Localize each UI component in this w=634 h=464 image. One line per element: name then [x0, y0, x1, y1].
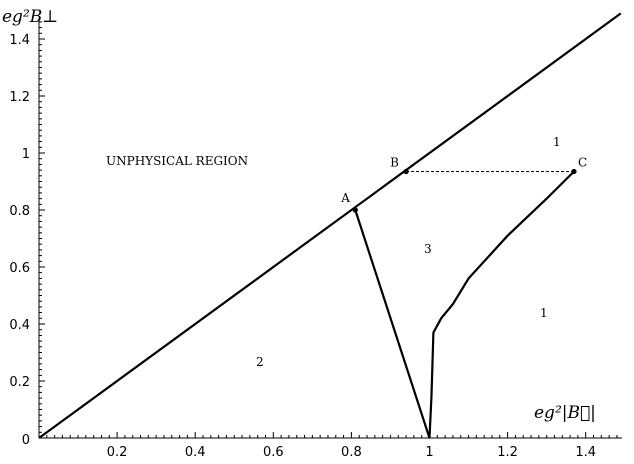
unphysical-region-label: UNPHYSICAL REGION — [106, 154, 248, 168]
minor-ticks — [39, 21, 618, 438]
region-3-label: 3 — [424, 242, 432, 256]
x-tick-label: 0.2 — [107, 445, 128, 460]
point-a-label: A — [340, 191, 350, 205]
point-c-label: C — [578, 156, 587, 170]
point-b-marker — [403, 168, 409, 175]
x-tick-label: 1.4 — [575, 445, 596, 460]
y-tick-label: 0.4 — [9, 318, 30, 333]
x-tick-labels: 0.2 0.4 0.6 0.8 1 1.2 1.4 — [107, 445, 596, 460]
point-a-marker — [352, 207, 358, 213]
y-tick-label: 1.2 — [9, 90, 30, 105]
region-1-right-label: 1 — [540, 306, 548, 320]
y-tick-label: 1 — [22, 147, 30, 162]
y-tick-labels: 0.2 0.4 0.6 0.8 1 1.2 1.4 — [9, 33, 30, 390]
point-c-marker — [571, 168, 577, 175]
y-tick-label: 1.4 — [9, 33, 30, 48]
x-axis-label: eg²|B⃗| — [534, 403, 596, 423]
point-b-label: B — [390, 156, 399, 170]
diagonal-boundary-line — [38, 12, 622, 439]
curved-boundary-line — [428, 170, 575, 439]
y-tick-label: 0.8 — [9, 204, 30, 219]
x-tick-label: 0.6 — [263, 445, 284, 460]
region-2-label: 2 — [256, 355, 264, 369]
x-tick-label: 0.8 — [341, 445, 362, 460]
a-to-one-boundary-line — [354, 209, 431, 439]
y-tick-label: 0.6 — [9, 261, 30, 276]
x-tick-label: 1 — [425, 445, 433, 460]
x-tick-label: 1.2 — [497, 445, 518, 460]
region-1-top-label: 1 — [553, 135, 561, 149]
y-axis-label: eg²B⊥ — [2, 7, 58, 27]
x-tick-label: 0.4 — [185, 445, 206, 460]
y-tick-label: 0.2 — [9, 375, 30, 390]
origin-label: 0 — [22, 433, 30, 448]
